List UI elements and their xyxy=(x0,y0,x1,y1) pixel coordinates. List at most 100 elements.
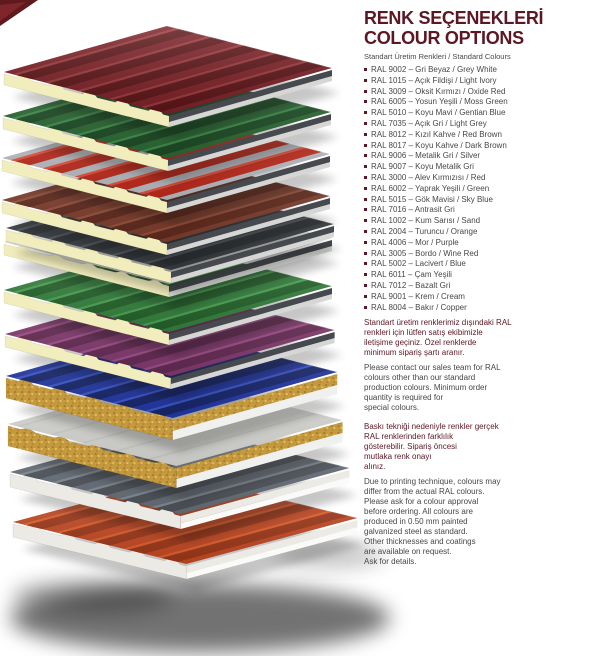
ral-list-item: RAL 9006 – Metalik Gri / Silver xyxy=(364,151,564,162)
square-bullet-icon xyxy=(364,132,367,136)
ral-item-label: RAL 7035 – Açık Gri / Light Grey xyxy=(371,118,487,128)
ral-list-item: RAL 3009 – Oksit Kırmızı / Oxide Red xyxy=(364,87,564,98)
square-bullet-icon xyxy=(364,175,367,179)
note-line: minimum sipariş şartı aranır. xyxy=(364,348,465,358)
note-line: differ from the actual RAL colours. xyxy=(364,487,485,497)
square-bullet-icon xyxy=(364,273,367,277)
ral-list-item: RAL 3000 – Alev Kırmızısı / Red xyxy=(364,173,564,184)
subtitle: Standart Üretim Renkleri / Standard Colo… xyxy=(364,52,511,61)
note-line: alınız. xyxy=(364,462,386,472)
ral-item-label: RAL 3009 – Oksit Kırmızı / Oxide Red xyxy=(371,86,506,96)
note-paragraph: Baskı tekniği nedeniyle renkler gerçek RA… xyxy=(364,422,564,472)
square-bullet-icon xyxy=(364,143,367,147)
square-bullet-icon xyxy=(364,111,367,115)
note-line: Baskı tekniği nedeniyle renkler gerçek xyxy=(364,422,499,432)
ral-list-item: RAL 9002 – Gri Beyaz / Grey White xyxy=(364,65,564,76)
ral-item-label: RAL 5015 – Gök Mavisi / Sky Blue xyxy=(371,194,493,204)
note-line: before ordering. All colours are xyxy=(364,507,473,517)
square-bullet-icon xyxy=(364,68,367,71)
ral-list-item: RAL 7012 – Bazalt Gri xyxy=(364,281,564,292)
ral-list-item: RAL 9001 – Krem / Cream xyxy=(364,292,564,303)
note-paragraph: Standart üretim renklerimiz dışındaki RA… xyxy=(364,318,564,358)
ral-list-item: RAL 8012 – Kızıl Kahve / Red Brown xyxy=(364,130,564,141)
ral-list-item: RAL 6011 – Çam Yeşili xyxy=(364,270,564,281)
ral-list-item: RAL 8017 – Koyu Kahve / Dark Brown xyxy=(364,141,564,152)
square-bullet-icon xyxy=(364,208,367,212)
ral-list-item: RAL 7035 – Açık Gri / Light Grey xyxy=(364,119,564,130)
ral-item-label: RAL 8004 – Bakır / Copper xyxy=(371,302,467,312)
ral-item-label: RAL 5002 – Lacivert / Blue xyxy=(371,259,466,269)
ral-item-label: RAL 8017 – Koyu Kahve / Dark Brown xyxy=(371,140,507,150)
ral-item-label: RAL 9001 – Krem / Cream xyxy=(371,291,465,301)
ral-item-label: RAL 8012 – Kızıl Kahve / Red Brown xyxy=(371,129,502,139)
ral-item-label: RAL 6011 – Çam Yeşili xyxy=(371,270,452,280)
ral-list-item: RAL 1002 – Kum Sarısı / Sand xyxy=(364,216,564,227)
ral-list-item: RAL 5002 – Lacivert / Blue xyxy=(364,259,564,270)
ral-item-label: RAL 7016 – Antrasit Gri xyxy=(371,205,455,215)
square-bullet-icon xyxy=(364,294,367,298)
note-line: produced in 0.50 mm painted xyxy=(364,517,468,527)
ral-list-item: RAL 5010 – Koyu Mavi / Gentian Blue xyxy=(364,108,564,119)
ral-item-label: RAL 3000 – Alev Kırmızısı / Red xyxy=(371,172,486,182)
ral-list-item: RAL 4006 – Mor / Purple xyxy=(364,238,564,249)
square-bullet-icon xyxy=(364,100,367,104)
ral-item-label: RAL 9002 – Gri Beyaz / Grey White xyxy=(371,65,497,74)
square-bullet-icon xyxy=(364,197,367,201)
ral-item-label: RAL 5010 – Koyu Mavi / Gentian Blue xyxy=(371,108,506,118)
note-line: iletişime geçiniz. Özel renklerde xyxy=(364,338,477,348)
page-title-line2: COLOUR OPTIONS xyxy=(364,28,524,48)
square-bullet-icon xyxy=(364,165,367,169)
note-line: Due to printing technique, colours may xyxy=(364,477,501,487)
ground-shadow-left xyxy=(12,580,172,612)
ral-item-label: RAL 3005 – Bordo / Wine Red xyxy=(371,248,479,258)
ral-list-item: RAL 8004 – Bakır / Copper xyxy=(364,303,564,314)
ral-list-item: RAL 6005 – Yosun Yeşili / Moss Green xyxy=(364,97,564,108)
ral-list-item: RAL 9007 – Koyu Metalik Gri xyxy=(364,162,564,173)
square-bullet-icon xyxy=(364,262,367,266)
ral-list-item: RAL 6002 – Yaprak Yeşili / Green xyxy=(364,184,564,195)
ral-item-label: RAL 1015 – Açık Fildişi / Light Ivory xyxy=(371,75,497,85)
ral-item-label: RAL 6005 – Yosun Yeşili / Moss Green xyxy=(371,97,508,107)
square-bullet-icon xyxy=(364,89,367,93)
note-line: colours other than our standard xyxy=(364,373,476,383)
note-line: mutlaka renk onayı xyxy=(364,452,432,462)
ral-list-item: RAL 5015 – Gök Mavisi / Sky Blue xyxy=(364,195,564,206)
ral-item-label: RAL 9006 – Metalik Gri / Silver xyxy=(371,151,481,161)
note-paragraph: Please contact our sales team for RAL col… xyxy=(364,363,564,413)
square-bullet-icon xyxy=(364,229,367,233)
square-bullet-icon xyxy=(364,251,367,255)
cropped-panel-corner-highlight xyxy=(0,2,26,21)
ral-list-item: RAL 3005 – Bordo / Wine Red xyxy=(364,249,564,260)
ral-list-item: RAL 1015 – Açık Fildişi / Light Ivory xyxy=(364,76,564,87)
notes-block: Standart üretim renklerimiz dışındaki RA… xyxy=(364,318,564,567)
note-line: production colours. Minimum order xyxy=(364,383,488,393)
square-bullet-icon xyxy=(364,186,367,190)
note-line: RAL renklerinden farklılık xyxy=(364,432,454,442)
square-bullet-icon xyxy=(364,219,367,223)
ral-item-label: RAL 7012 – Bazalt Gri xyxy=(371,280,451,290)
ral-list-item: RAL 7016 – Antrasit Gri xyxy=(364,205,564,216)
note-line: galvanized steel as standard. xyxy=(364,527,468,537)
square-bullet-icon xyxy=(364,305,367,309)
ral-item-label: RAL 1002 – Kum Sarısı / Sand xyxy=(371,216,481,226)
note-line: Please contact our sales team for RAL xyxy=(364,363,501,373)
ral-colour-list: RAL 9002 – Gri Beyaz / Grey White RAL 101… xyxy=(364,65,564,313)
square-bullet-icon xyxy=(364,121,367,125)
panel-oxide-red xyxy=(3,25,340,139)
ral-list-item: RAL 2004 – Turuncu / Orange xyxy=(364,227,564,238)
colour-info-column: RENK SEÇENEKLERİ COLOUR OPTIONS Standart… xyxy=(364,8,564,567)
note-line: Ask for details. xyxy=(364,557,417,567)
square-bullet-icon xyxy=(364,78,367,82)
note-line: are available on request. xyxy=(364,547,452,557)
note-paragraph: Due to printing technique, colours may di… xyxy=(364,477,564,567)
ral-item-label: RAL 2004 – Turuncu / Orange xyxy=(371,226,478,236)
page-title-line1: RENK SEÇENEKLERİ xyxy=(364,8,544,28)
ral-item-label: RAL 6002 – Yaprak Yeşili / Green xyxy=(371,183,490,193)
note-line: Please ask for a colour approval xyxy=(364,497,479,507)
square-bullet-icon xyxy=(364,283,367,287)
note-line: special colours. xyxy=(364,403,420,413)
ral-item-label: RAL 4006 – Mor / Purple xyxy=(371,237,459,247)
note-line: renkleri için lütfen satış ekibimizle xyxy=(364,328,483,338)
